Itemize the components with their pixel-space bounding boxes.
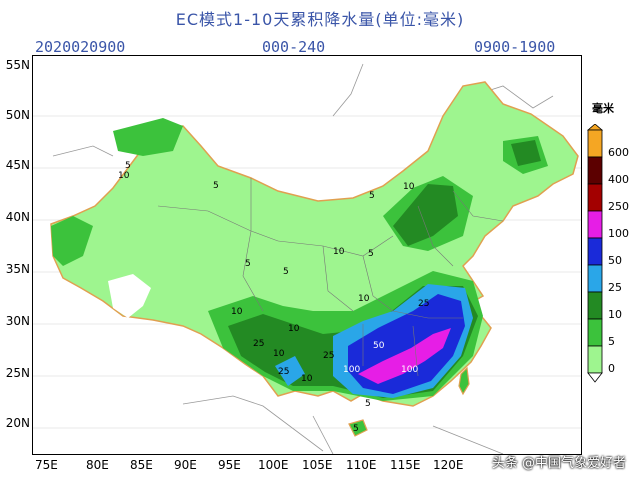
lon-label: 85E <box>130 458 153 472</box>
colorbar-cell <box>587 183 603 212</box>
contour-label: 50 <box>373 341 385 351</box>
map-canvas: 5 10 5 5 10 5 5 10 5 10 25 10 10 25 50 1… <box>33 63 581 454</box>
lon-label: 115E <box>390 458 421 472</box>
contour-label: 10 <box>231 307 243 317</box>
colorbar-label: 0 <box>608 362 615 375</box>
contour-label: 25 <box>278 367 289 377</box>
province-borders <box>157 178 504 377</box>
contour-label: 100 <box>401 365 418 375</box>
lat-label: 55N <box>5 58 30 72</box>
contour-label: 5 <box>368 249 374 259</box>
colorbar-label: 50 <box>608 254 622 267</box>
colorbar-cell <box>587 291 603 320</box>
colorbar-label: 25 <box>608 281 622 294</box>
colorbar-label: 10 <box>608 308 622 321</box>
colorbar-cell <box>587 210 603 239</box>
contour-label: 10 <box>273 349 285 359</box>
lon-label: 90E <box>174 458 197 472</box>
init-date: 2020020900 <box>35 38 126 56</box>
contour-label: 25 <box>253 339 264 349</box>
contour-label: 10 <box>288 324 300 334</box>
lon-label: 105E <box>302 458 333 472</box>
lat-label: 45N <box>5 158 30 172</box>
contour-label: 5 <box>283 267 289 277</box>
colorbar-bottom-arrow <box>587 372 603 383</box>
lat-label: 25N <box>5 366 30 380</box>
lat-label: 20N <box>5 416 30 430</box>
colorbar-unit: 毫米 <box>592 102 614 115</box>
colorbar-cell <box>587 345 603 374</box>
colorbar-label: 600 <box>608 146 629 159</box>
taiwan-island <box>458 366 470 396</box>
lon-label: 80E <box>86 458 109 472</box>
contour-label: 10 <box>301 374 313 384</box>
contour-label: 5 <box>245 259 251 269</box>
contour-label: 25 <box>418 299 429 309</box>
contour-label: 5 <box>365 399 371 409</box>
colorbar-cell <box>587 318 603 347</box>
contour-label: 10 <box>118 171 130 181</box>
time-window: 0900-1900 <box>474 38 556 56</box>
precipitation-map: 5 10 5 5 10 5 5 10 5 10 25 10 10 25 50 1… <box>32 55 582 455</box>
lat-label: 50N <box>5 108 30 122</box>
colorbar-cell <box>587 129 603 158</box>
lon-label: 110E <box>346 458 377 472</box>
contour-label: 25 <box>323 351 334 361</box>
lon-label: 120E <box>433 458 464 472</box>
colorbar-cell <box>587 264 603 293</box>
colorbar-label: 100 <box>608 227 629 240</box>
contour-label: 5 <box>125 161 131 171</box>
contour-label: 100 <box>343 365 360 375</box>
hainan-island <box>348 419 368 437</box>
colorbar <box>586 124 604 383</box>
lon-label: 95E <box>218 458 241 472</box>
colorbar-cell <box>587 156 603 185</box>
contour-label: 5 <box>369 191 375 201</box>
contour-label: 10 <box>333 247 345 257</box>
forecast-range: 000-240 <box>262 38 326 56</box>
colorbar-label: 250 <box>608 200 629 213</box>
watermark: 头条 @中国气象爱好者 <box>491 456 626 471</box>
lat-label: 30N <box>5 314 30 328</box>
colorbar-top-arrow <box>586 124 604 131</box>
colorbar-label: 5 <box>608 335 615 348</box>
no-precip-area <box>108 274 151 318</box>
map-title: EC模式1-10天累积降水量(单位:毫米) <box>175 10 465 29</box>
contour-labels: 5 10 5 5 10 5 5 10 5 10 25 10 10 25 50 1… <box>118 161 429 434</box>
contour-label: 5 <box>353 424 359 434</box>
precip-100-250 <box>358 328 451 384</box>
colorbar-cell <box>587 237 603 266</box>
colorbar-label: 400 <box>608 173 629 186</box>
lat-label: 40N <box>5 210 30 224</box>
contour-label: 10 <box>358 294 370 304</box>
lat-label: 35N <box>5 262 30 276</box>
lon-label: 100E <box>258 458 289 472</box>
contour-label: 10 <box>403 182 415 192</box>
lon-label: 75E <box>35 458 58 472</box>
contour-label: 5 <box>213 181 219 191</box>
